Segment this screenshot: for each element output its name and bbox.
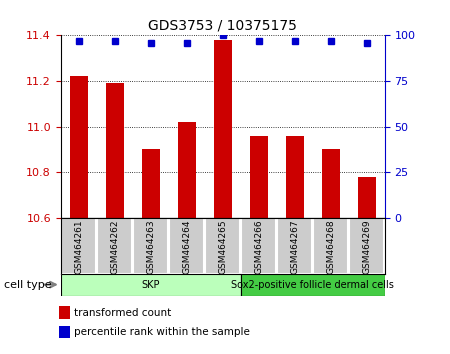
Text: GSM464263: GSM464263	[146, 219, 155, 274]
Text: GSM464266: GSM464266	[254, 219, 263, 274]
FancyBboxPatch shape	[62, 218, 96, 274]
FancyBboxPatch shape	[278, 218, 312, 274]
Text: GSM464264: GSM464264	[182, 219, 191, 274]
FancyBboxPatch shape	[350, 218, 384, 274]
Bar	[250, 136, 268, 218]
Text: GSM464262: GSM464262	[110, 219, 119, 274]
Text: percentile rank within the sample: percentile rank within the sample	[74, 327, 250, 337]
Text: cell type: cell type	[4, 280, 52, 290]
Bar	[178, 122, 196, 218]
FancyBboxPatch shape	[314, 218, 348, 274]
Bar	[214, 40, 232, 218]
Bar	[70, 76, 88, 218]
Text: GSM464267: GSM464267	[290, 219, 299, 274]
Text: transformed count: transformed count	[74, 308, 171, 318]
Text: Sox2-positive follicle dermal cells: Sox2-positive follicle dermal cells	[231, 280, 394, 290]
Text: SKP: SKP	[141, 280, 160, 290]
Title: GDS3753 / 10375175: GDS3753 / 10375175	[148, 19, 297, 33]
FancyBboxPatch shape	[134, 218, 168, 274]
FancyBboxPatch shape	[98, 218, 132, 274]
FancyBboxPatch shape	[242, 218, 276, 274]
Text: GSM464269: GSM464269	[362, 219, 371, 274]
Text: GSM464265: GSM464265	[218, 219, 227, 274]
Text: GSM464261: GSM464261	[74, 219, 83, 274]
Bar	[142, 149, 160, 218]
Bar	[106, 83, 124, 218]
FancyBboxPatch shape	[61, 274, 241, 296]
FancyBboxPatch shape	[206, 218, 240, 274]
Bar	[358, 177, 376, 218]
Text: GSM464268: GSM464268	[326, 219, 335, 274]
FancyBboxPatch shape	[241, 274, 385, 296]
FancyBboxPatch shape	[170, 218, 204, 274]
Bar	[286, 136, 304, 218]
Bar	[322, 149, 340, 218]
